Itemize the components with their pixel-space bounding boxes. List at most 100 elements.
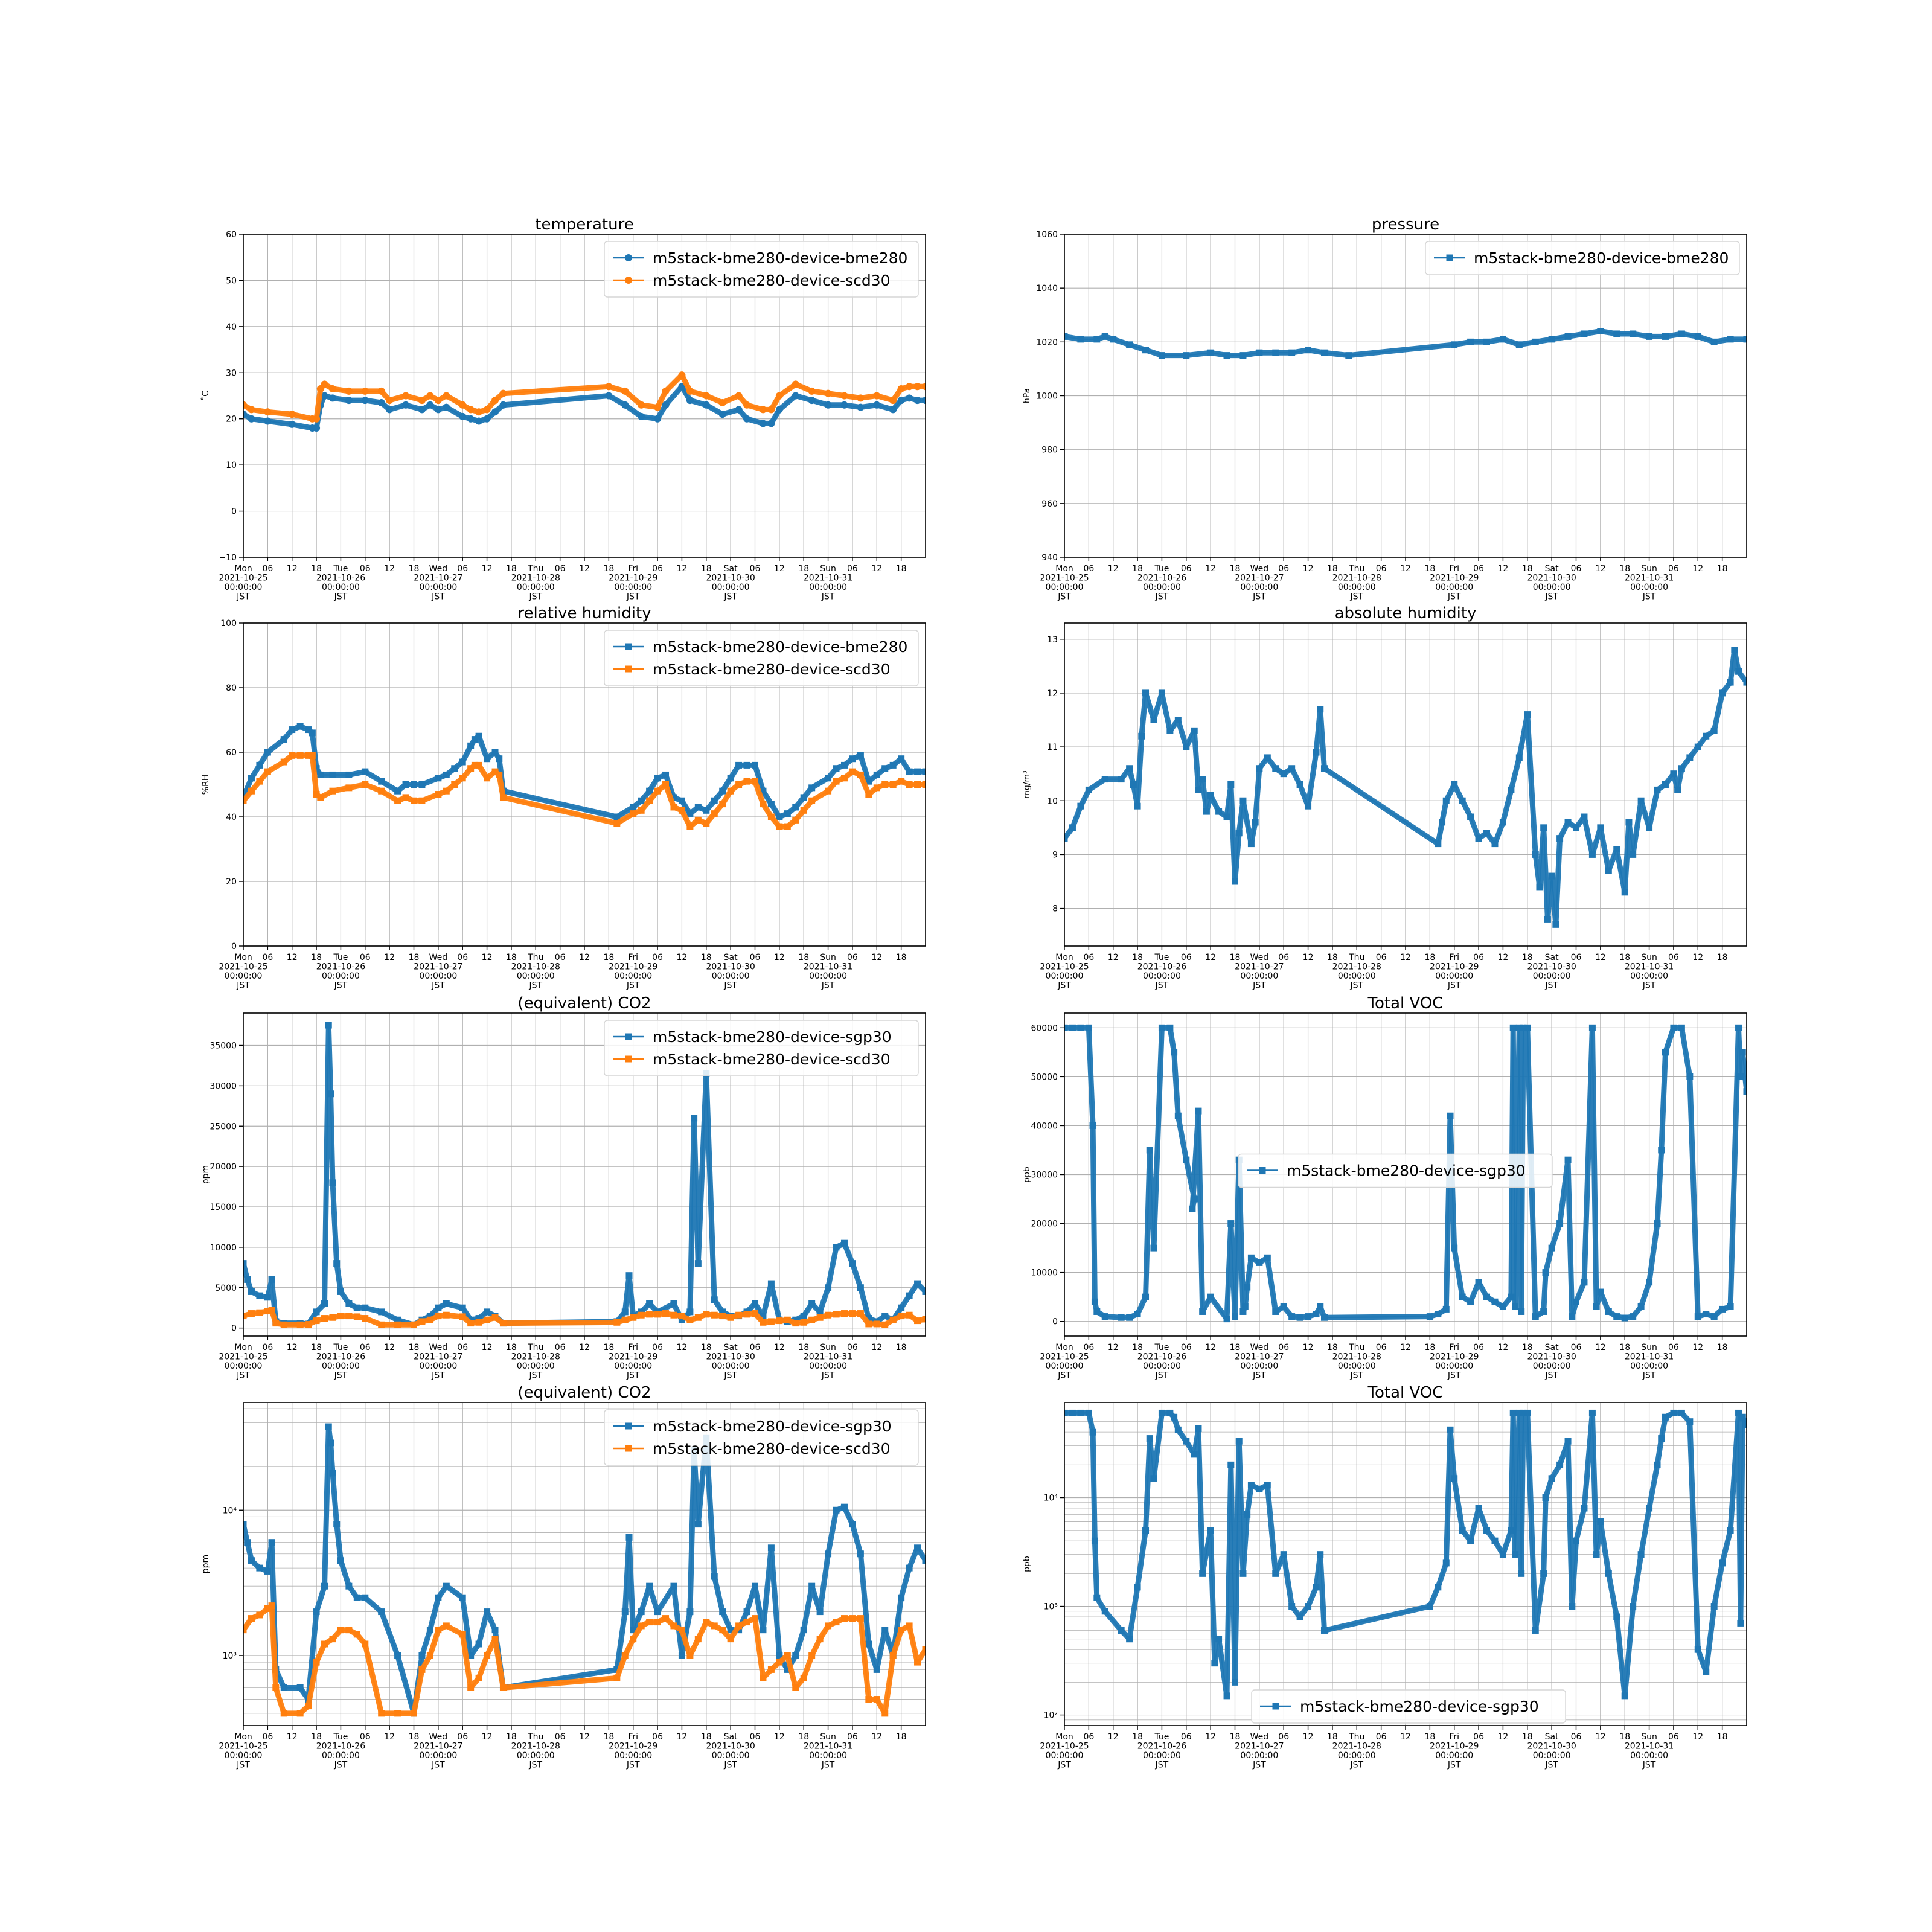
data-point [833,778,840,785]
x-day-label: 2021-10-27 [414,1742,462,1751]
data-point [743,1311,750,1318]
x-day-label: 2021-10-26 [1137,962,1186,972]
data-point [873,1320,880,1328]
data-point [475,732,482,740]
data-point [1727,1527,1734,1534]
data-point [1735,1024,1742,1031]
data-point [654,1608,661,1616]
x-hour-label: 18 [1132,1732,1143,1742]
data-point [1215,1636,1223,1643]
data-point [800,1313,807,1320]
data-point [1512,1551,1519,1558]
data-point [248,415,255,423]
x-hour-label: 06 [555,953,566,962]
data-point [767,406,775,414]
data-point [1593,1551,1600,1558]
x-day-label: 2021-10-28 [1332,1742,1381,1751]
series-1 [1064,1024,1747,1323]
data-point [1467,813,1474,820]
data-point [1542,1494,1549,1502]
data-point [1518,1570,1525,1577]
x-hour-label: 06 [1083,564,1094,574]
legend-label: m5stack-bme280-device-sgp30 [653,1028,892,1046]
data-point [767,813,775,820]
x-hour-label: 06 [652,1343,663,1352]
data-point [1727,1303,1734,1310]
x-day-label: Sat [1545,953,1559,962]
x-hour-label: 06 [1571,953,1582,962]
data-point [1735,668,1742,675]
data-point [248,1557,255,1564]
y-tick-label: 0 [231,942,237,952]
data-point [914,1544,921,1552]
data-point [1174,1426,1182,1433]
data-point [1637,1551,1645,1558]
data-point [1686,1073,1694,1080]
data-point [1520,1024,1527,1031]
data-point [638,412,645,420]
data-point [1272,1308,1279,1315]
data-point [345,771,353,778]
data-point [1138,732,1145,740]
data-point [243,1521,247,1528]
data-point [475,761,482,769]
y-tick-label: 60000 [1031,1023,1058,1033]
legend-box [1238,1153,1553,1188]
data-point [362,768,369,775]
data-point [906,768,913,775]
x-day-label: 00:00:00 [322,971,360,981]
data-point [654,787,661,795]
data-point [1743,1088,1747,1095]
data-point [719,1608,726,1616]
data-point [1605,1570,1612,1577]
x-day-label: JST [1544,1761,1558,1770]
data-point [244,1276,251,1283]
x-hour-label: 18 [1717,1343,1728,1352]
data-point [694,1521,702,1528]
x-day-label: JST [1155,1761,1169,1770]
data-point [443,403,450,411]
x-day-label: 2021-10-30 [1527,962,1576,972]
data-point [625,1272,633,1279]
data-point [613,820,621,827]
x-day-label: Mon [1055,1343,1073,1352]
x-hour-label: 06 [555,1732,566,1742]
data-point [1199,776,1206,783]
data-point [752,778,758,785]
data-point [759,406,767,414]
data-point [1118,776,1125,783]
x-day-label: 00:00:00 [1533,583,1571,592]
x-day-label: JST [431,1761,445,1770]
data-point [1499,336,1506,343]
data-point [1621,889,1628,896]
data-point [377,387,385,395]
x-day-label: 2021-10-31 [804,1352,852,1362]
x-day-label: JST [1349,592,1363,602]
data-point [686,810,694,817]
x-day-label: 00:00:00 [1046,1361,1084,1371]
x-hour-label: 18 [896,1343,907,1352]
x-hour-label: 06 [847,1343,858,1352]
x-hour-label: 18 [1132,1343,1143,1352]
x-day-label: Wed [429,564,448,574]
data-point [1512,1303,1519,1310]
x-hour-label: 06 [1083,1732,1094,1742]
data-point [898,778,905,785]
x-day-label: JST [334,592,348,602]
data-point [378,1308,385,1316]
data-point [1085,786,1092,793]
x-day-label: Tue [333,1732,348,1742]
grid [1064,623,1747,946]
x-hour-label: 12 [1205,1343,1216,1352]
x-day-label: JST [1155,1371,1169,1381]
data-point [1686,754,1694,761]
data-point [1235,1438,1243,1445]
data-point [1678,330,1685,337]
data-point [897,385,905,393]
data-point [1662,1413,1669,1421]
data-point [760,801,767,808]
data-point [767,1666,775,1673]
data-point [646,797,653,804]
x-day-label: 00:00:00 [419,971,457,981]
